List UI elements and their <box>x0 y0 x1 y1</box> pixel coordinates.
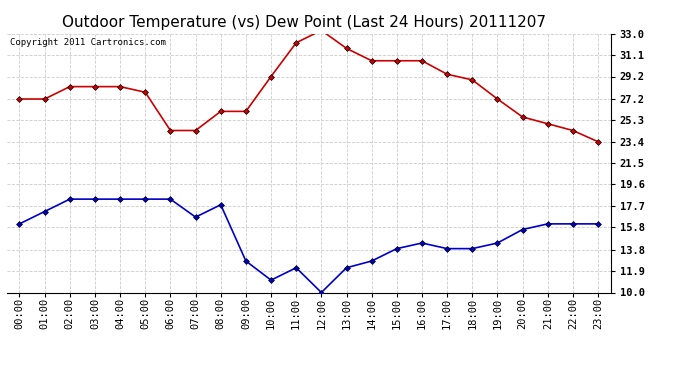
Text: Outdoor Temperature (vs) Dew Point (Last 24 Hours) 20111207: Outdoor Temperature (vs) Dew Point (Last… <box>61 15 546 30</box>
Text: Copyright 2011 Cartronics.com: Copyright 2011 Cartronics.com <box>10 38 166 46</box>
